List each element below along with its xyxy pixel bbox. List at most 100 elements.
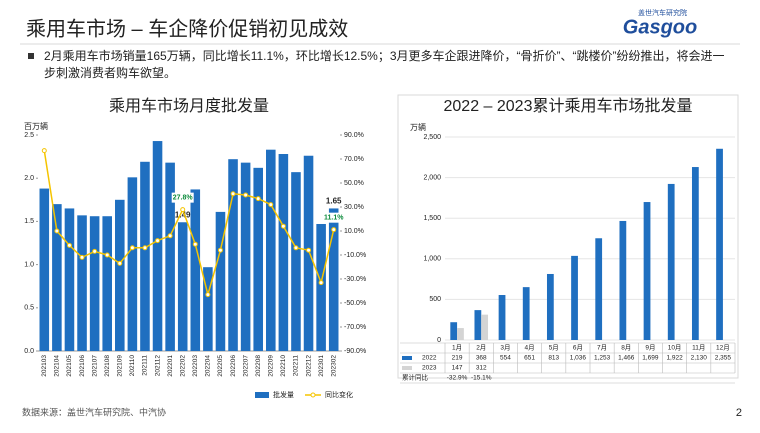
bar <box>39 188 50 351</box>
x-tick-label: 202109 <box>117 355 124 377</box>
bar <box>77 215 87 351</box>
table-value: 147 <box>452 365 463 372</box>
x-tick-label: 202201 <box>167 355 174 377</box>
table-value: 1,036 <box>570 355 587 362</box>
line-point <box>217 247 223 253</box>
line-point <box>230 191 236 197</box>
x-tick-label: 10月 <box>668 344 682 352</box>
bar <box>643 202 651 340</box>
bar <box>316 223 326 351</box>
y-tick-label: 0.0 <box>24 348 34 355</box>
source: 数据来源：盖世汽车研究院、中汽协 <box>22 406 166 417</box>
bullet-icon <box>28 53 34 59</box>
bar <box>52 204 62 351</box>
y-tick-label: 2,500 <box>423 134 441 141</box>
x-tick-label: 4月 <box>525 344 535 352</box>
y-tick-label: 2.5 <box>24 132 34 139</box>
line-point <box>155 238 161 244</box>
table-value: 2,355 <box>715 355 732 362</box>
bar <box>328 208 339 351</box>
x-tick-label: 202212 <box>305 355 312 377</box>
line-point <box>66 242 72 248</box>
line-point <box>129 245 135 251</box>
table-value: 1,922 <box>666 355 683 362</box>
table-value: 1,699 <box>642 355 659 362</box>
x-tick-label: 11月 <box>692 344 705 352</box>
bar <box>140 161 150 351</box>
table-value: 651 <box>524 355 535 362</box>
y-tick-label: 0.5 <box>24 305 34 312</box>
y2-tick-label: -30.0% <box>344 276 366 283</box>
y2-tick-label: 50.0% <box>344 180 364 187</box>
x-tick-label: 202105 <box>66 355 73 377</box>
x-tick-label: 202302 <box>330 355 337 377</box>
bar <box>619 220 627 340</box>
bar <box>102 216 112 351</box>
bar-value-label: 1.65 <box>326 197 342 206</box>
legend-swatch <box>402 366 412 370</box>
bar <box>303 155 314 351</box>
legend-label: 2023 <box>422 365 437 372</box>
x-tick-label: 202111 <box>142 355 149 376</box>
y2-tick-label: 30.0% <box>344 204 364 211</box>
x-tick-label: 6月 <box>573 344 583 352</box>
line-point <box>92 248 98 254</box>
bar <box>716 148 723 340</box>
x-tick-label: 2月 <box>476 344 486 352</box>
x-tick-label: 202103 <box>41 355 48 377</box>
chart-title: 2022 – 2023累计乘用车市场批发量 <box>444 97 693 115</box>
bullet-text: 2月乘用车市场销量165万辆，同比增长11.1%，环比增长12.5%；3月更多车… <box>44 49 725 80</box>
y-tick-label: 1.0 <box>24 261 34 268</box>
bar <box>691 167 699 340</box>
x-tick-label: 7月 <box>597 344 607 352</box>
table-value: 1,253 <box>594 355 611 362</box>
bar <box>165 162 175 351</box>
line-point <box>268 202 274 208</box>
x-tick-label: 202210 <box>280 355 287 377</box>
bar <box>64 208 75 351</box>
y-tick-label: 0 <box>437 337 441 344</box>
x-tick-label: 202108 <box>104 355 111 377</box>
line-point <box>41 148 47 154</box>
bar <box>667 183 675 340</box>
bar <box>450 322 458 340</box>
right-panel <box>397 94 739 379</box>
legend-label: 同比变化 <box>325 390 353 399</box>
x-tick-label: 3月 <box>500 344 510 352</box>
bar <box>215 211 226 351</box>
bar <box>240 162 251 351</box>
line-point <box>280 223 286 229</box>
bar <box>266 149 276 351</box>
table-value: 813 <box>548 355 559 362</box>
x-tick-label: 202106 <box>79 355 86 377</box>
line-point <box>104 252 110 258</box>
bar-value-label: 1.49 <box>175 210 191 219</box>
table-value: 554 <box>500 355 511 362</box>
y-axis-label: 百万辆 <box>24 121 48 131</box>
table-value: 368 <box>476 355 487 362</box>
legend-label: 批发量 <box>273 390 294 399</box>
bar <box>190 189 201 351</box>
y2-tick-label: -70.0% <box>344 324 366 331</box>
y2-tick-label: -90.0% <box>344 348 366 355</box>
x-tick-label: 202202 <box>179 355 186 377</box>
legend-swatch <box>310 392 316 398</box>
x-tick-label: 202211 <box>293 355 300 377</box>
line-point <box>117 260 123 266</box>
y-tick-label: 500 <box>429 296 441 303</box>
line-point <box>142 245 148 251</box>
x-tick-label: 202110 <box>129 355 136 377</box>
y-tick-label: 1.5 <box>24 218 34 225</box>
bar <box>203 267 213 351</box>
bar <box>177 222 188 351</box>
line-point <box>243 192 249 198</box>
bar <box>152 141 163 351</box>
y-tick-label: 1,000 <box>423 256 441 263</box>
bar <box>457 328 464 340</box>
slide-title: 乘用车市场 – 车企降价促销初见成效 <box>26 17 348 40</box>
y-axis-label: 万辆 <box>410 122 426 132</box>
line <box>43 150 335 298</box>
table-value: 219 <box>452 355 463 362</box>
table-value: 2,130 <box>691 355 708 362</box>
